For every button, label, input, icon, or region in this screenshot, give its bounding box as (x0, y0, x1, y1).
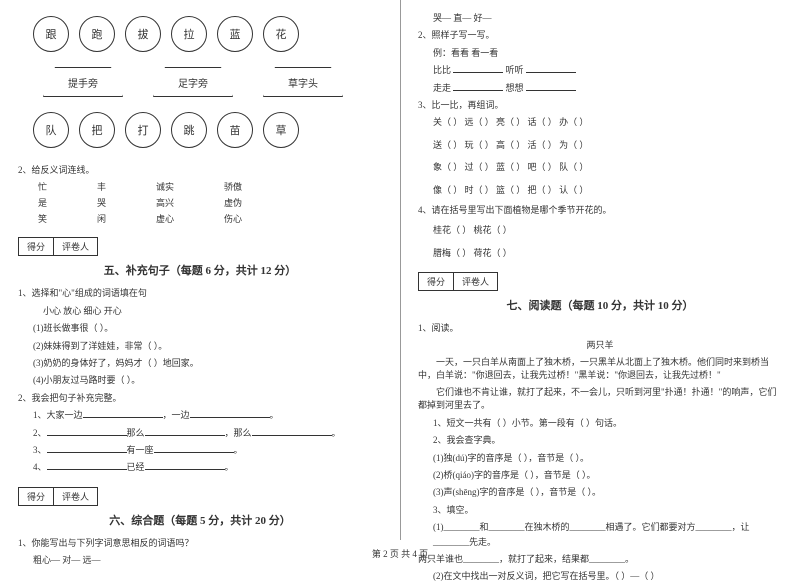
rq2-row: 走走 想想 (433, 81, 782, 95)
story-p2: 它们谁也不肯让谁，就打了起来，不一会儿，只听到河里"扑通！扑通！"的响声，它们都… (418, 386, 782, 413)
pair-l: 是 (38, 196, 47, 209)
antonym-pairs: 忙 是 笑 丰 哭 闲 诚实 高兴 虚心 骄傲 虚伪 伤心 (38, 180, 382, 225)
char-circle: 打 (125, 112, 161, 148)
s5q1-i: (1)班长做事很（ ）。 (33, 321, 382, 335)
s5q1-i: (4)小朋友过马路时要（ ）。 (33, 373, 382, 387)
char-circle: 拔 (125, 16, 161, 52)
page-footer: 第 2 页 共 4 页 (0, 547, 800, 560)
rq3-row: 像（ ） 时（ ） 篮（ ） 把（ ） 认（ ） (433, 183, 782, 197)
circle-row-1: 跟 跑 拔 拉 蓝 花 (33, 16, 382, 52)
s5q1-options: 小心 放心 细心 开心 (43, 304, 382, 318)
story-title: 两只羊 (418, 338, 782, 352)
rq2-ex: 例：看看 看一看 (433, 46, 782, 60)
right-column: 哭— 直— 好— 2、照样子写一写。 例：看看 看一看 比比 听听 走走 想想 … (400, 0, 800, 540)
rq2-title: 2、照样子写一写。 (418, 28, 782, 42)
s7-item: 1、短文一共有（ ）小节。第一段有（ ）句话。 (433, 416, 782, 430)
pair-l: 诚实 (156, 180, 174, 193)
s7-fill: (2)在文中找出一对反义词，把它写在括号里。（ ）—（ ） (433, 569, 782, 583)
s5q2-title: 2、我会把句子补充完整。 (18, 391, 382, 405)
char-circle: 跟 (33, 16, 69, 52)
pair-r: 伤心 (224, 212, 242, 225)
rq4-title: 4、请在括号里写出下面植物是哪个季节开花的。 (418, 203, 782, 217)
rq4-row: 腊梅（ ） 荷花（ ） (433, 246, 782, 260)
s5q1-i: (2)妹妹得到了洋娃娃，非常（ ）。 (33, 339, 382, 353)
score-box: 得分 评卷人 (18, 237, 98, 256)
char-circle: 蓝 (217, 16, 253, 52)
s7q1: 1、阅读。 (418, 321, 782, 335)
char-circle: 把 (79, 112, 115, 148)
s5q2-i: 4、已经。 (33, 460, 382, 474)
left-column: 跟 跑 拔 拉 蓝 花 提手旁 足字旁 草字头 队 把 打 跳 苗 草 2、给反… (0, 0, 400, 540)
trapezoid-row: 提手旁 足字旁 草字头 (43, 67, 382, 97)
s7-item: 3、填空。 (433, 503, 782, 517)
rq3-row: 象（ ） 过（ ） 蓝（ ） 吧（ ） 队（ ） (433, 160, 782, 174)
s7-item: (1)独(dú)字的音序是（ ），音节是（ ）。 (433, 451, 782, 465)
section7-title: 七、阅读题（每题 10 分，共计 10 分） (418, 297, 782, 313)
char-circle: 草 (263, 112, 299, 148)
char-circle: 队 (33, 112, 69, 148)
char-circle: 苗 (217, 112, 253, 148)
score-box: 得分 评卷人 (18, 487, 98, 506)
pair-r: 闲 (97, 212, 106, 225)
score-box: 得分 评卷人 (418, 272, 498, 291)
s7-item: 2、我会查字典。 (433, 433, 782, 447)
char-circle: 花 (263, 16, 299, 52)
rq3-title: 3、比一比，再组词。 (418, 98, 782, 112)
radical-trap: 草字头 (263, 67, 343, 97)
pair-l: 高兴 (156, 196, 174, 209)
story-p1: 一天，一只白羊从南面上了独木桥，一只黑羊从北面上了独木桥。他们同时来到桥当中，白… (418, 356, 782, 383)
s5q2-i: 1、大家一边，一边。 (33, 408, 382, 422)
radical-trap: 足字旁 (153, 67, 233, 97)
pair-r: 虚伪 (224, 196, 242, 209)
r-top: 哭— 直— 好— (433, 11, 782, 25)
section5-title: 五、补充句子（每题 6 分，共计 12 分） (18, 262, 382, 278)
q2-title: 2、给反义词连线。 (18, 163, 382, 177)
s5q2-i: 2、那么，那么。 (33, 426, 382, 440)
pair-r: 丰 (97, 180, 106, 193)
s5q1-i: (3)奶奶的身体好了，妈妈才（ ）地回家。 (33, 356, 382, 370)
s7-item: (3)声(shēng)字的音序是（ ），音节是（ ）。 (433, 485, 782, 499)
s7-item: (2)桥(qiáo)字的音序是（ ），音节是（ ）。 (433, 468, 782, 482)
s5q1-title: 1、选择和"心"组成的词语填在句 (18, 286, 382, 300)
pair-r: 骄傲 (224, 180, 242, 193)
circle-row-2: 队 把 打 跳 苗 草 (33, 112, 382, 148)
radical-trap: 提手旁 (43, 67, 123, 97)
char-circle: 拉 (171, 16, 207, 52)
char-circle: 跳 (171, 112, 207, 148)
s5q2-i: 3、有一座。 (33, 443, 382, 457)
pair-l: 虚心 (156, 212, 174, 225)
pair-r: 哭 (97, 196, 106, 209)
char-circle: 跑 (79, 16, 115, 52)
pair-l: 笑 (38, 212, 47, 225)
rq3-row: 关（ ） 远（ ） 亮（ ） 话（ ） 办（ ） (433, 115, 782, 129)
rq2-row: 比比 听听 (433, 63, 782, 77)
rq3-row: 送（ ） 玩（ ） 高（ ） 活（ ） 为（ ） (433, 138, 782, 152)
section6-title: 六、综合题（每题 5 分，共计 20 分） (18, 512, 382, 528)
s7-fill: (1)________和________在独木桥的________相遇了。它们都… (433, 520, 782, 549)
pair-l: 忙 (38, 180, 47, 193)
rq4-row: 桂花（ ） 桃花（ ） (433, 223, 782, 237)
